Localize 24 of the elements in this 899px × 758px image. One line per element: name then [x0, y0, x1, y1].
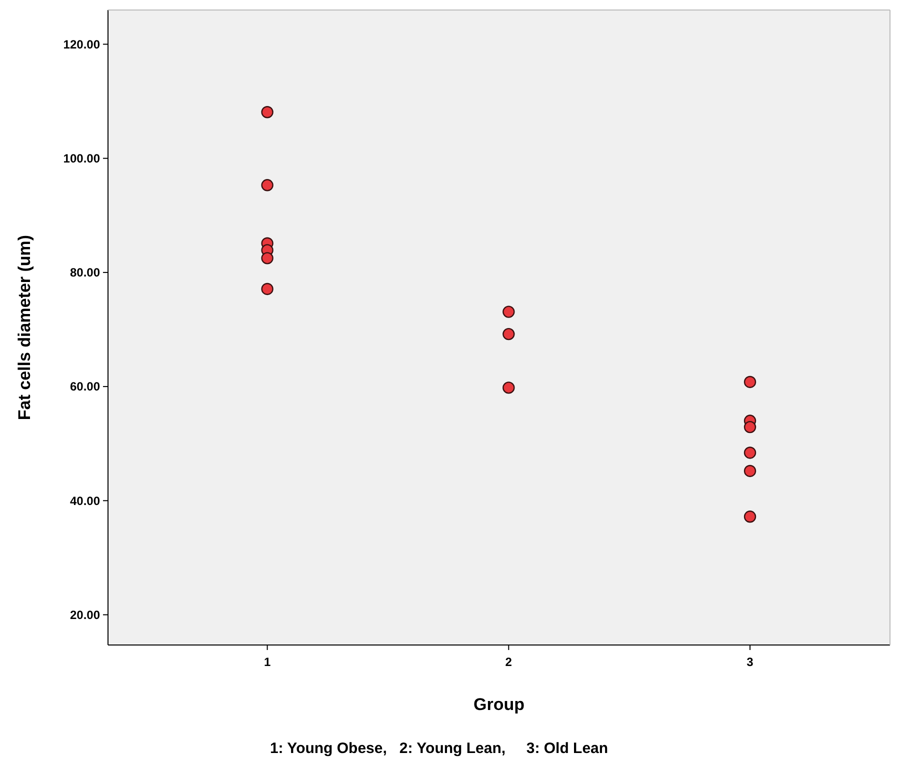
y-tick-label: 100.00	[63, 152, 100, 166]
y-tick-label: 40.00	[70, 494, 100, 508]
x-tick-label: 2	[505, 655, 512, 669]
point	[744, 376, 756, 388]
y-tick-label: 80.00	[70, 266, 100, 280]
x-tick-label: 3	[746, 655, 754, 669]
y-tick-label: 120.00	[63, 37, 100, 52]
text: 1: Young Obese, 2: Young Lean, 3: Old Lean	[270, 740, 608, 757]
y-tick-label: 60.00	[70, 380, 100, 394]
y-axis-title: Fat cells diameter (um)	[15, 234, 34, 420]
point	[261, 179, 274, 192]
point	[744, 464, 756, 478]
point	[261, 106, 274, 118]
point	[502, 382, 515, 394]
x-axis-title: Group	[474, 695, 524, 714]
point	[502, 306, 515, 318]
point	[502, 328, 515, 340]
point	[261, 282, 274, 296]
point	[744, 446, 756, 459]
x-tick-label: 1	[264, 655, 271, 669]
y-tick-label: 20.00	[70, 608, 100, 622]
point	[744, 420, 756, 434]
point	[744, 510, 756, 523]
point	[261, 252, 274, 264]
